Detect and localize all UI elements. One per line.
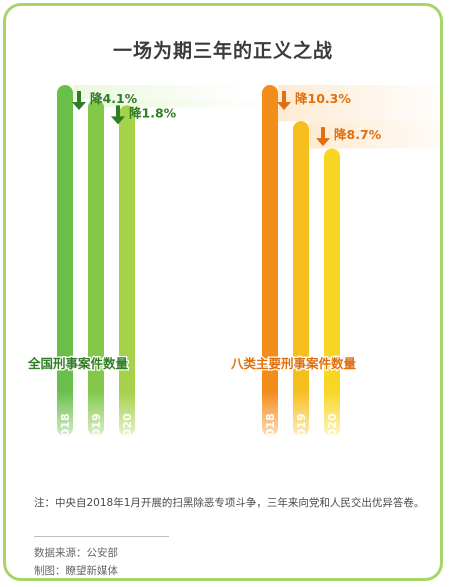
maker-text: 制图：瞭望新媒体: [34, 565, 118, 577]
tick-label-2018: 2018: [59, 413, 72, 444]
tick-label-2019: 2019: [90, 413, 103, 444]
drop-highlight: [309, 121, 440, 149]
group-label: 八类主要刑事案件数量: [230, 356, 357, 371]
drop-highlight: [278, 85, 440, 122]
tick-label-2020: 2020: [326, 413, 339, 444]
bar-fade: [51, 391, 141, 439]
bar-chart: 2018 2019 2020 降4.1%降1.8% 全国刑事案件数量 2018 2019 20…: [26, 85, 440, 444]
change-label: 降8.7%: [334, 127, 382, 142]
change-label: 降4.1%: [90, 91, 138, 106]
bar-2018: [57, 85, 73, 436]
bar-2019: [293, 121, 309, 436]
change-label: 降10.3%: [295, 91, 351, 106]
tick-label-2019: 2019: [295, 413, 308, 444]
down-arrow-icon: [72, 91, 86, 110]
bar-2020: [324, 148, 340, 436]
down-arrow-icon: [316, 127, 330, 147]
group-label: 全国刑事案件数量: [27, 356, 129, 371]
source-text: 数据来源：公安部: [34, 547, 118, 559]
chart-title: 一场为期三年的正义之战: [112, 40, 333, 62]
drop-highlight: [73, 85, 248, 100]
tick-label-2018: 2018: [264, 413, 277, 444]
footnote: 注：中央自2018年1月开展的扫黑除恶专项斗争，三年来向党和人民交出优异答卷。: [34, 497, 425, 509]
infographic-card: 一场为期三年的正义之战 2018 2019 2020 降4.1% 降1.8% 全国刑事案件…: [3, 3, 443, 581]
down-arrow-icon: [111, 105, 125, 125]
divider: [34, 536, 169, 537]
drop-highlight: [104, 99, 269, 108]
down-arrow-icon: [277, 91, 291, 110]
bar-fade: [256, 391, 346, 439]
bar-2019: [88, 99, 104, 437]
bar-2020: [119, 105, 135, 436]
bar-2018: [262, 85, 278, 436]
change-label: 降1.8%: [129, 105, 177, 120]
tick-label-2020: 2020: [121, 413, 134, 444]
